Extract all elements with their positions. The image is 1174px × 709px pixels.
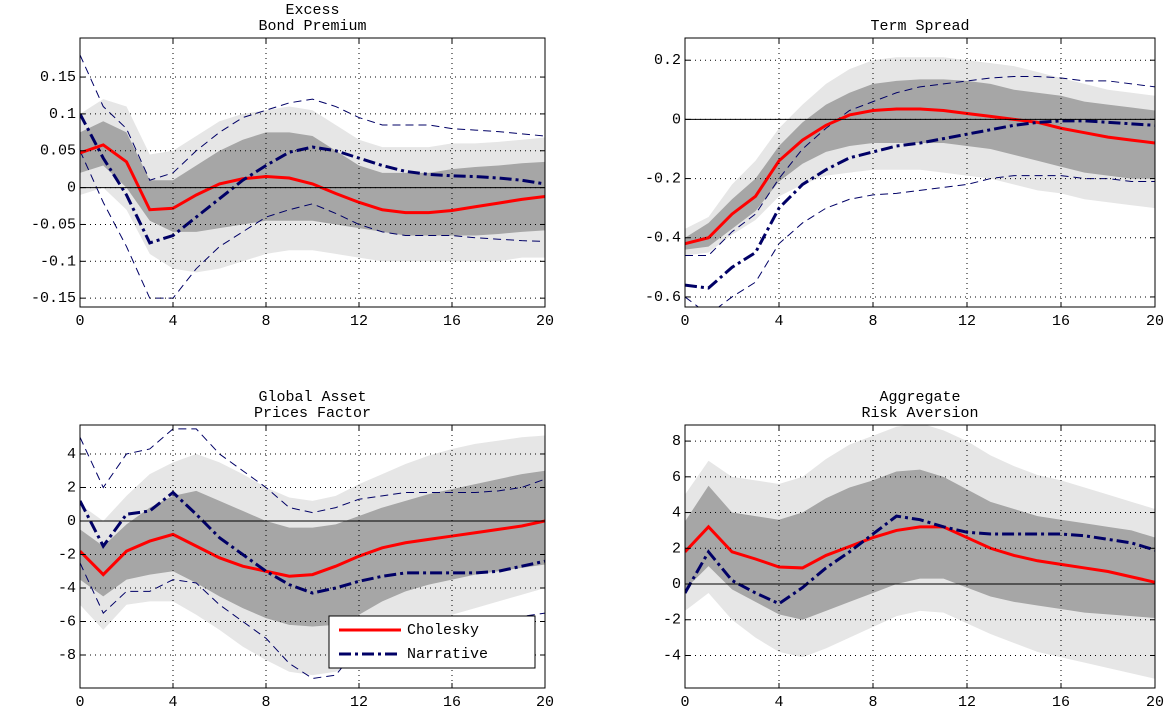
series-line [685,107,1155,246]
plot-area [80,428,545,679]
y-tick-label: 4 [67,446,76,463]
y-tick-label: -0.4 [645,230,681,247]
series-line [685,524,1155,584]
band-bound [685,175,1155,307]
legend-box [328,615,536,669]
series-line [80,490,545,595]
y-tick-label: -4 [663,647,681,664]
y-tick-label: -4 [58,580,76,597]
x-tick-label: 12 [958,694,976,709]
y-tick-label: 0 [67,180,76,197]
legend-label: Cholesky [407,622,479,639]
band-bound [80,428,545,514]
x-tick-label: 8 [261,313,270,330]
x-tick-label: 16 [443,313,461,330]
band-bound [80,54,545,181]
series-line [80,143,545,215]
series-line [685,514,1155,606]
y-tick-label: 6 [672,469,681,486]
panel: -0.15 -0.1 -0.05 0 0.05 0.1 0.15 0 4 8 12 16 20 Exces… [31,2,554,330]
y-tick-label: 0 [672,576,681,593]
series-line [685,119,1155,290]
x-tick-label: 20 [536,313,554,330]
x-tick-label: 0 [75,694,84,709]
chart-title: Aggregate [879,389,960,406]
y-tick-label: -0.15 [31,290,76,307]
x-tick-label: 12 [350,694,368,709]
y-tick-label: 0 [67,513,76,530]
x-tick-label: 12 [958,313,976,330]
confidence-band [80,470,545,627]
x-tick-label: 8 [868,694,877,709]
x-tick-label: 16 [1052,694,1070,709]
x-tick-label: 8 [868,313,877,330]
axes-frame [79,37,546,308]
panel: -0.6 -0.4 -0.2 0 0.2 0 4 8 12 16 20 Term Spread [645,18,1164,330]
y-tick-label: 0.2 [654,52,681,69]
legend-label: Narrative [407,646,488,663]
x-tick-label: 0 [75,313,84,330]
y-tick-label: 2 [67,479,76,496]
y-tick-label: 8 [672,433,681,450]
confidence-band [685,469,1155,620]
band-bound [685,75,1155,257]
x-tick-label: 4 [774,694,783,709]
y-tick-label: -0.2 [645,171,681,188]
x-tick-label: 4 [774,313,783,330]
y-tick-label: -8 [58,647,76,664]
chart-title: Risk Aversion [861,405,978,422]
chart-title: Global Asset [258,389,366,406]
plot-area [685,425,1155,679]
x-tick-label: 0 [680,313,689,330]
axes-frame [684,37,1156,308]
y-tick-label: 0 [672,111,681,128]
axes-frame [79,424,546,689]
legend: Cholesky Narrative [328,615,536,669]
y-tick-label: 4 [672,505,681,522]
x-tick-label: 4 [168,694,177,709]
y-tick-label: 0.05 [40,143,76,160]
x-tick-label: 16 [443,694,461,709]
y-tick-label: -6 [58,613,76,630]
axes-frame [684,424,1156,689]
y-tick-label: -0.6 [645,289,681,306]
x-tick-label: 4 [168,313,177,330]
x-tick-label: 20 [1146,694,1164,709]
chart-title: Excess [285,2,339,19]
x-tick-label: 12 [350,313,368,330]
x-tick-label: 20 [536,694,554,709]
y-tick-label: -0.1 [40,253,76,270]
series-line [80,113,545,245]
y-tick-label: -2 [58,546,76,563]
x-tick-label: 0 [680,694,689,709]
series-line [80,519,545,578]
x-tick-label: 20 [1146,313,1164,330]
x-tick-label: 8 [261,694,270,709]
y-tick-label: 0.1 [49,106,76,123]
chart-title: Prices Factor [254,405,371,422]
y-tick-label: 2 [672,540,681,557]
plot-area [685,57,1155,307]
band-bound [80,150,545,299]
chart-title: Bond Premium [258,18,366,35]
x-tick-label: 16 [1052,313,1070,330]
confidence-band [80,121,545,236]
y-tick-label: 0.15 [40,69,76,86]
plot-area [80,54,545,299]
y-tick-label: -0.05 [31,216,76,233]
y-tick-label: -2 [663,612,681,629]
chart-title: Term Spread [870,18,969,35]
